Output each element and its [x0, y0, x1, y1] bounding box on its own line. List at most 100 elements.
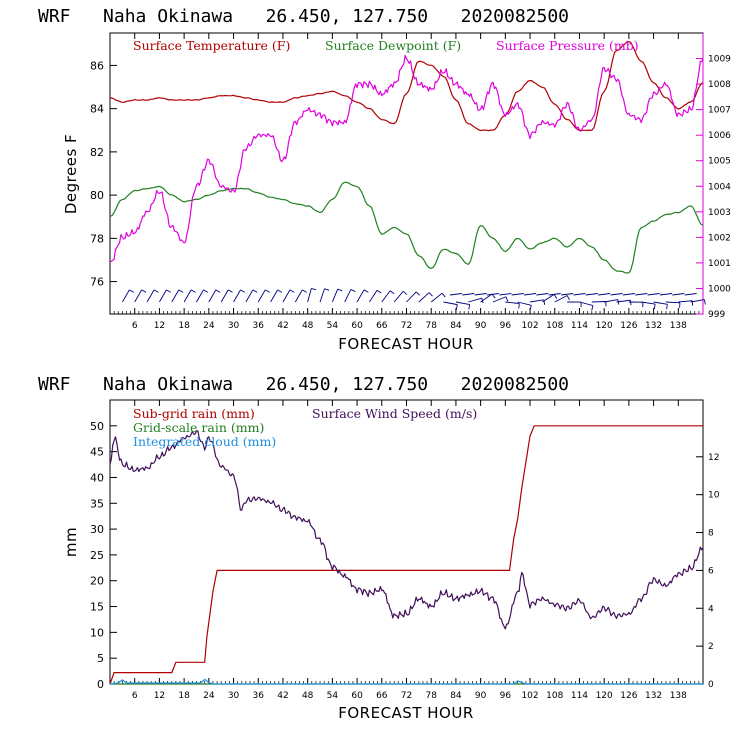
y-ticks-top: 76 78 80 82 84 86 — [90, 59, 117, 289]
y-tick-label: 5 — [97, 652, 104, 665]
wind-barb-feather — [311, 288, 317, 291]
chart-title-bottom: WRF Naha Okinawa 26.450, 127.750 2020082… — [38, 374, 569, 395]
wind-barb-feather — [265, 289, 270, 293]
x-tick-label: 72 — [401, 691, 412, 701]
wind-barb — [406, 291, 417, 303]
y-tick-label: 15 — [90, 601, 104, 614]
x-tick-label: 6 — [132, 321, 138, 331]
wind-barb — [121, 289, 130, 303]
wind-barb-feather — [389, 290, 395, 295]
wind-barb — [183, 289, 192, 303]
wind-barb — [159, 289, 167, 303]
x-tick-label: 96 — [500, 691, 512, 701]
series-line-3 — [109, 678, 703, 685]
y2-tick-label: 1000 — [708, 284, 731, 294]
wind-barb — [548, 293, 561, 296]
wind-barb-feather — [591, 305, 594, 311]
x-tick-label: 138 — [670, 321, 687, 331]
wind-barb-feather — [415, 291, 421, 296]
wind-barb-feather — [227, 289, 233, 293]
wind-barb — [647, 293, 660, 296]
x-tick-label: 36 — [253, 691, 265, 701]
x-tick-label: 18 — [178, 321, 190, 331]
y2-tick-label: 2 — [708, 642, 714, 652]
wind-barb — [381, 290, 391, 303]
wind-barb-feather — [566, 295, 570, 301]
y2-tick-label: 1006 — [708, 131, 731, 141]
legend-top: Surface Temperature (F) Surface Dewpoint … — [133, 38, 639, 53]
wind-barb — [690, 299, 705, 303]
wind-barb — [486, 293, 500, 296]
wind-barb-feather — [666, 304, 668, 310]
x-tick-label: 108 — [546, 691, 563, 701]
wind-barb — [196, 289, 204, 303]
wind-barb-feather — [337, 288, 343, 292]
wind-barb — [220, 289, 229, 303]
wind-barb — [430, 292, 443, 303]
x-axis-title-top: FORECAST HOUR — [338, 335, 474, 353]
wind-barb — [270, 289, 278, 303]
x-tick-label: 18 — [178, 691, 190, 701]
chart-title-top: WRF Naha Okinawa 26.450, 127.750 2020082… — [38, 6, 569, 27]
x-tick-label: 114 — [571, 691, 588, 701]
y2-tick-label: 1009 — [708, 55, 731, 65]
y2-ticks-bottom: 0 2 4 6 8 10 12 — [696, 453, 720, 690]
x-tick-label: 60 — [351, 321, 363, 331]
x-tick-label: 24 — [203, 691, 215, 701]
wind-barb — [233, 289, 241, 303]
legend-entry: Sub-grid rain (mm) — [133, 406, 255, 421]
x-tick-label: 126 — [620, 321, 637, 331]
wind-barb-feather — [629, 300, 632, 306]
x-tick-label: 30 — [228, 321, 240, 331]
legend-entry: Integrated cloud (mm) — [133, 434, 276, 449]
wind-barb-feather — [428, 292, 433, 297]
wind-barb — [672, 293, 685, 296]
wind-barb-feather — [441, 292, 446, 298]
series-line-3 — [109, 54, 704, 262]
wind-barb — [134, 289, 143, 303]
wind-barb — [505, 301, 520, 304]
wind-barb — [511, 293, 524, 296]
legend-entry: Surface Pressure (mb) — [496, 38, 639, 53]
wind-barb — [282, 289, 291, 303]
y2-tick-label: 12 — [708, 453, 719, 463]
wind-barb-feather — [203, 289, 209, 293]
y-axis-title-bottom: mm — [62, 527, 80, 557]
wind-barb — [492, 296, 507, 303]
x-tick-label: 48 — [302, 321, 314, 331]
y-tick-label: 20 — [90, 575, 104, 588]
x-tick-label: 132 — [645, 691, 662, 701]
wind-barb — [542, 294, 555, 303]
wind-barb-feather — [215, 289, 221, 293]
wind-barb — [294, 289, 303, 303]
wind-barb — [653, 301, 668, 305]
legend-entry: Grid-scale rain (mm) — [133, 420, 264, 435]
y-tick-label: 25 — [90, 549, 104, 562]
y-axis-title-top: Degrees F — [62, 134, 80, 214]
x-tick-label: 6 — [132, 691, 138, 701]
x-tick-label: 102 — [521, 691, 538, 701]
wind-barb — [208, 289, 217, 303]
y-tick-label: 82 — [90, 146, 104, 159]
y2-tick-label: 1005 — [708, 157, 731, 167]
y2-tick-label: 0 — [708, 680, 714, 690]
wind-barb — [561, 293, 574, 296]
series-line-1 — [109, 425, 703, 685]
x-tick-label: 78 — [425, 321, 437, 331]
wind-barb-feather — [505, 296, 509, 302]
y2-tick-label: 1004 — [708, 182, 731, 192]
x-tick-label: 66 — [376, 691, 388, 701]
wind-barb — [641, 301, 656, 305]
x-tick-label: 126 — [620, 691, 637, 701]
wind-barb-feather — [129, 289, 134, 293]
wind-barb — [517, 301, 532, 306]
wind-barb-feather — [553, 294, 558, 299]
wind-barb — [443, 301, 458, 306]
wind-barb-feather — [350, 288, 356, 292]
x-tick-label: 84 — [450, 321, 462, 331]
temperature-chart: WRF Naha Okinawa 26.450, 127.750 2020082… — [38, 6, 731, 353]
y2-tick-label: 1003 — [708, 208, 731, 218]
x-tick-label: 90 — [475, 321, 487, 331]
wind-barb-feather — [468, 304, 471, 310]
wind-barb-feather — [703, 299, 706, 305]
